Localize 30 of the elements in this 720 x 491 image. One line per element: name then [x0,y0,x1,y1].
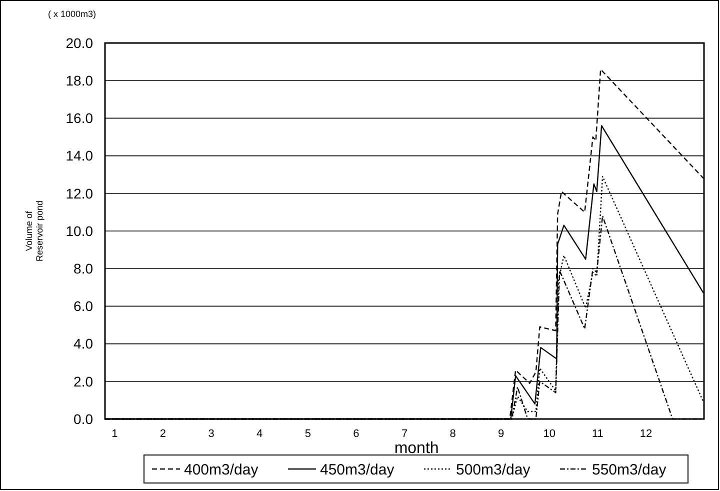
legend-label: 450m3/day [320,461,395,478]
x-tick-label: 10 [543,428,556,440]
x-tick-label: 2 [160,428,166,440]
legend-label: 500m3/day [456,461,531,478]
legend-label: 550m3/day [592,461,667,478]
y-tick-label: 4.0 [74,336,94,352]
y-tick-label: 18.0 [66,72,94,88]
y-tick-label: 20.0 [66,34,94,51]
x-tick-label: 9 [498,428,504,440]
y-tick-label: 8.0 [74,260,94,276]
y-tick-label: 14.0 [66,148,94,164]
text: ( x 1000m3) [48,9,96,19]
x-tick-label: 3 [208,428,214,440]
y-axis-title: Volume of Reservoir pond [24,200,44,262]
x-tick-label: 8 [450,428,456,440]
y-tick-label: 16.0 [66,110,94,126]
x-tick-label: 4 [256,428,263,440]
x-tick-label: 12 [640,428,652,440]
x-tick-label: 1 [112,428,118,440]
x-tick-label: 6 [353,428,360,440]
y-tick-label: 12.0 [66,185,94,202]
y-tick-label: 2.0 [74,373,94,390]
x-tick-label: 5 [304,428,311,440]
x-tick-label: 7 [401,428,408,440]
y-tick-label: 0.0 [74,410,94,427]
x-axis-title: month [394,440,439,457]
y-tick-label: 6.0 [74,298,94,314]
y-tick-label: 10.0 [66,222,94,239]
x-tick-label: 11 [592,428,604,440]
legend-label: 400m3/day [184,461,259,478]
